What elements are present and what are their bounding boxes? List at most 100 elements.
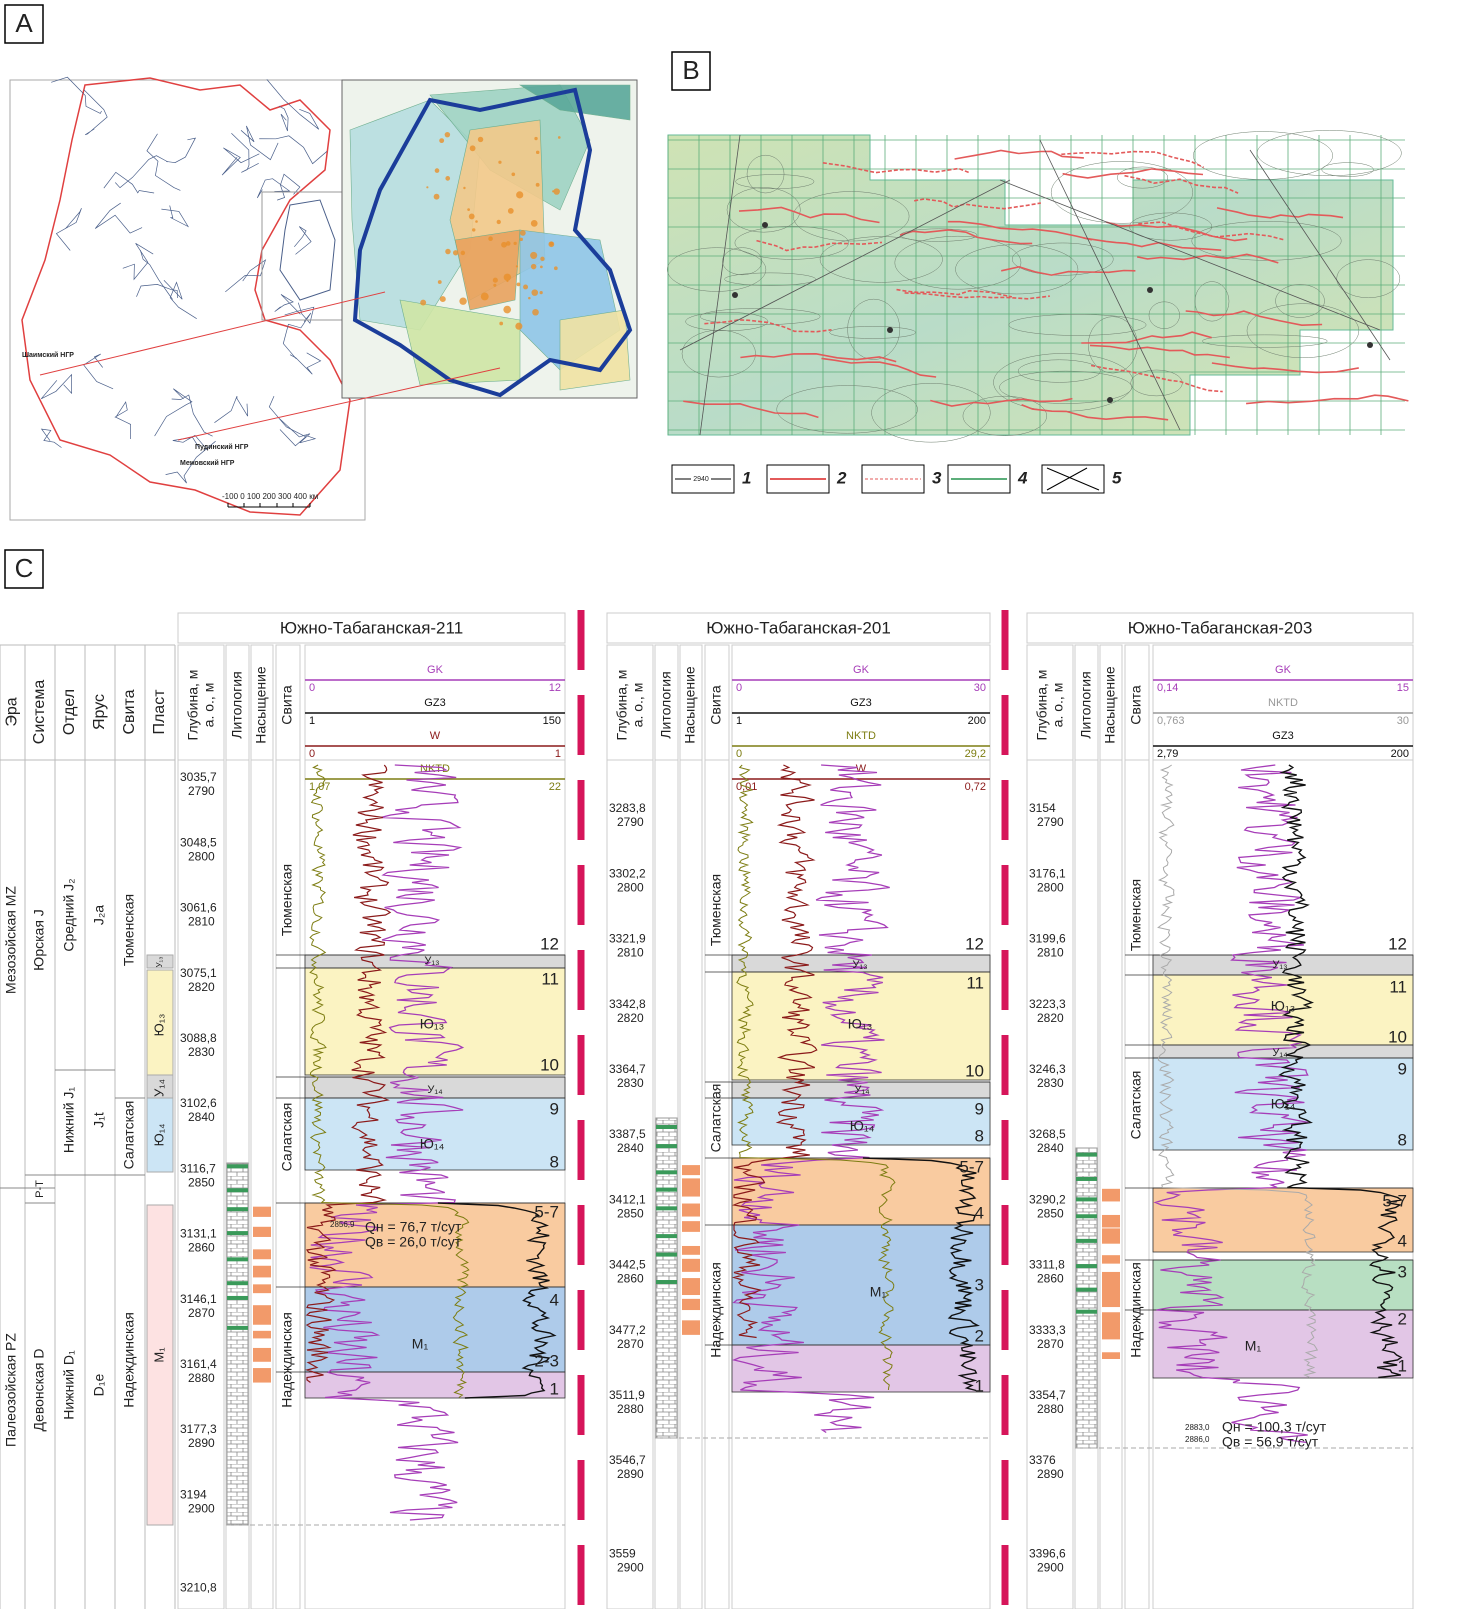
region-outline	[21, 77, 351, 516]
channel	[1246, 394, 1409, 405]
contour	[1087, 316, 1138, 374]
lithology-marker	[1076, 1152, 1097, 1157]
vertical-label: Ю₁₄	[151, 1124, 166, 1147]
district-border	[83, 353, 114, 390]
vertical-label: Насыщение	[253, 666, 269, 744]
contour	[1050, 161, 1194, 224]
field	[553, 188, 560, 195]
saturation	[253, 1265, 271, 1278]
field	[535, 182, 540, 187]
log-curve	[309, 764, 470, 1398]
label: Шаимский НГР	[22, 351, 74, 359]
label: 9	[1398, 1059, 1407, 1078]
label: 1	[555, 748, 561, 760]
channel	[1124, 174, 1239, 194]
channel	[1185, 310, 1323, 327]
label: 3283,8	[609, 801, 646, 815]
label: 12	[549, 682, 561, 694]
field	[439, 296, 446, 303]
label: NKTD	[846, 730, 876, 742]
field	[445, 248, 451, 255]
label: 30	[974, 682, 986, 694]
district-border	[266, 79, 320, 130]
label: 2880	[617, 1402, 644, 1416]
contour	[746, 154, 785, 194]
label: -100 0 100 200 300 400 км	[222, 492, 318, 501]
zone	[304, 967, 566, 1076]
label: GK	[853, 664, 870, 676]
vertical-label: P-T	[34, 1180, 46, 1198]
label: 3333,3	[1029, 1323, 1066, 1337]
field	[467, 208, 471, 212]
vertical-label: Мезозойская MZ	[3, 886, 19, 994]
saturation	[1102, 1228, 1120, 1244]
contour	[1275, 284, 1325, 318]
vertical-label: Глубина, м	[614, 670, 630, 741]
field	[459, 297, 467, 305]
saturation	[1102, 1271, 1120, 1290]
track	[679, 644, 703, 1609]
saturation	[253, 1305, 271, 1325]
label: 2880	[188, 1371, 215, 1385]
district-border	[103, 171, 155, 194]
lithology	[226, 1162, 249, 1526]
vertical-label: Салатская	[279, 1103, 295, 1172]
profile-line	[999, 179, 1381, 331]
district-border	[146, 133, 181, 191]
label: 3546,7	[609, 1453, 646, 1467]
contour	[1336, 259, 1401, 299]
label: Ю₁₃	[848, 1016, 873, 1032]
contour	[667, 247, 767, 292]
label: Южно-Табаганская-201	[706, 618, 891, 637]
log-curve	[1153, 764, 1309, 1444]
field	[523, 284, 529, 290]
label: 2840	[617, 1141, 644, 1155]
zone	[1152, 1309, 1414, 1379]
label: Qн = 100,3 т/сут	[1222, 1419, 1327, 1435]
district-border	[55, 208, 82, 251]
label: 9	[550, 1099, 559, 1118]
channel	[914, 198, 1042, 210]
label: Ю₁₄	[420, 1136, 445, 1152]
district-border	[40, 373, 72, 400]
district-border	[278, 105, 289, 132]
label: 3246,3	[1029, 1062, 1066, 1076]
field	[540, 256, 545, 261]
label: 4	[1398, 1231, 1407, 1250]
label: 2870	[617, 1337, 644, 1351]
label: 3511,9	[609, 1388, 645, 1402]
label: 3075,1	[180, 966, 217, 980]
channel	[930, 397, 1073, 407]
layer-box	[146, 954, 174, 969]
label: 2860	[617, 1272, 644, 1286]
contour	[776, 385, 918, 434]
label: 3194	[180, 1487, 207, 1501]
label: 2870	[188, 1306, 215, 1320]
label: 3376	[1029, 1453, 1056, 1467]
label: М₁	[870, 1284, 887, 1300]
label: 2890	[617, 1467, 644, 1481]
label: A	[15, 8, 33, 38]
field	[496, 219, 501, 225]
vertical-label: Ярус	[91, 694, 108, 730]
channel	[1136, 253, 1279, 264]
label: 9	[975, 1099, 984, 1118]
contour	[1194, 281, 1230, 322]
inset-link	[39, 291, 386, 376]
profile-line	[699, 134, 741, 436]
label: 3035,7	[180, 770, 217, 784]
label: 0,763	[1157, 715, 1185, 727]
field	[468, 213, 475, 220]
vertical-label: Глубина, м	[185, 670, 201, 741]
label: 1	[736, 715, 742, 727]
contour	[1202, 334, 1328, 348]
field	[520, 230, 526, 236]
track	[225, 644, 250, 1609]
district-border	[274, 294, 301, 315]
vertical-label: а. о., м	[1050, 683, 1066, 728]
contour	[955, 244, 1079, 295]
channel	[1062, 168, 1204, 179]
channel	[683, 400, 819, 419]
label: 1	[742, 468, 751, 487]
lithology-marker	[227, 1164, 248, 1169]
